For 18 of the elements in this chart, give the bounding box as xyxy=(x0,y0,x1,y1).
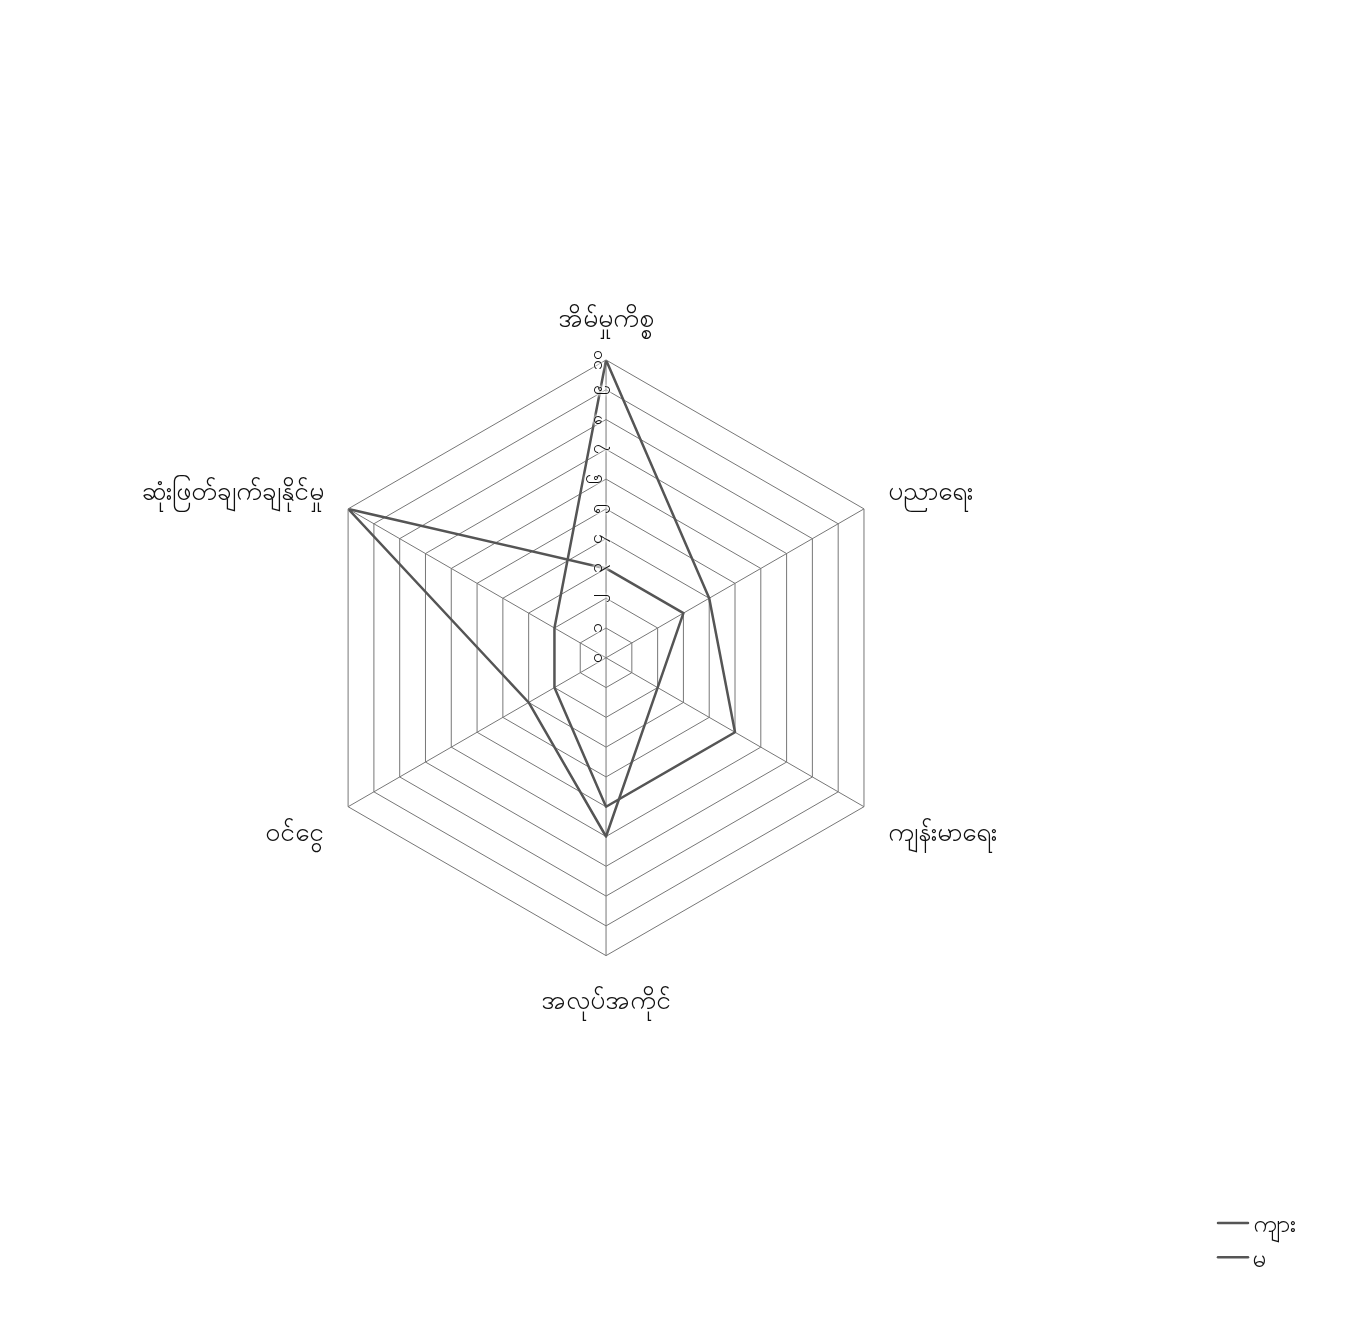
legend-label: ကျား xyxy=(1253,1210,1296,1244)
y-tick-label: ၃ xyxy=(584,563,610,574)
spoke-label: အိမ်မှုကိစ္စ xyxy=(558,303,655,340)
y-tick-label: ၁ xyxy=(584,623,606,634)
y-tick-label: ၀ xyxy=(584,652,606,663)
y-tick-label: ၇ xyxy=(584,444,610,455)
y-tick-label: ၄ xyxy=(584,533,610,544)
spoke-label: ပညာရေး xyxy=(887,476,973,513)
spoke-label: ဝင်ငွေ xyxy=(265,817,325,854)
y-tick-label: ၆ xyxy=(584,474,606,485)
y-tick-label: ၅ xyxy=(584,503,610,514)
legend-label: မ xyxy=(1253,1244,1266,1273)
spoke-label: ဆုံးဖြတ်ချက်ချနိုင်မှု xyxy=(142,474,325,513)
y-tick-label: ၉ xyxy=(584,384,610,395)
spoke-label: ကျန်းမာရေး xyxy=(887,817,997,854)
y-tick-label: ၂ xyxy=(584,593,610,603)
y-tick-label: ၁၀ xyxy=(584,349,606,370)
spoke-label: အလုပ်အကိုင် xyxy=(541,985,672,1022)
